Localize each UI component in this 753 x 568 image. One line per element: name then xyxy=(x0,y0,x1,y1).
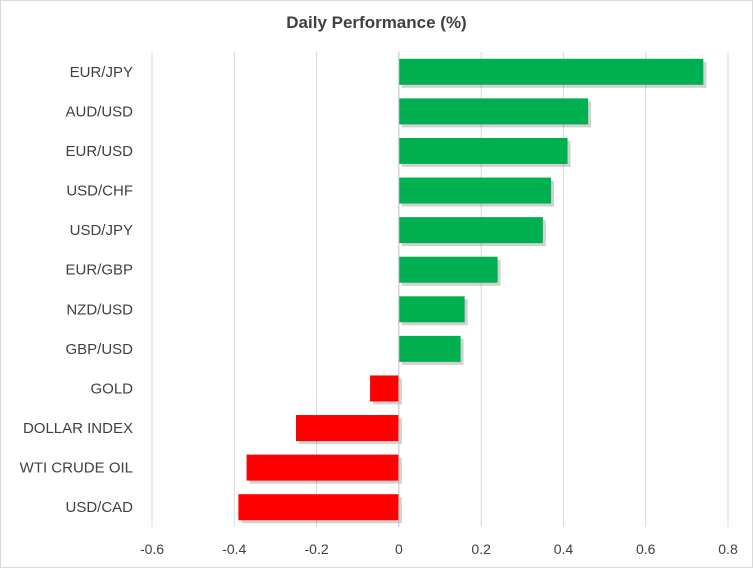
category-label: NZD/USD xyxy=(66,301,133,318)
category-label: USD/CHF xyxy=(66,183,133,200)
category-label: GOLD xyxy=(90,380,133,397)
x-tick-label: 0.6 xyxy=(636,541,656,557)
bar-nzd-usd xyxy=(398,296,465,323)
x-tick-label: 0.2 xyxy=(471,541,491,557)
category-label: USD/CAD xyxy=(65,499,133,516)
x-tick-label: -0.6 xyxy=(140,541,164,557)
bar-gold xyxy=(370,375,399,402)
bar-eur-jpy xyxy=(398,58,704,85)
x-tick-label: 0 xyxy=(395,541,403,557)
bar-usd-cad xyxy=(238,494,399,521)
x-tick-labels: -0.6 -0.4 -0.2 0 0.2 0.4 0.6 0.8 xyxy=(140,541,738,557)
bar-eur-gbp xyxy=(398,256,498,283)
bar-aud-usd xyxy=(398,98,589,125)
bar-dollar-index xyxy=(296,415,399,442)
x-tick-label: 0.4 xyxy=(554,541,574,557)
category-label: USD/JPY xyxy=(70,222,133,239)
bar-usd-chf xyxy=(398,177,552,204)
category-label: DOLLAR INDEX xyxy=(23,420,133,437)
x-tick-label: 0.8 xyxy=(718,541,738,557)
bar-eur-usd xyxy=(398,137,568,164)
bar-usd-jpy xyxy=(398,217,543,244)
category-label: GBP/USD xyxy=(65,341,133,358)
bar-wti-crude-oil xyxy=(246,454,399,481)
x-tick-label: -0.4 xyxy=(222,541,246,557)
category-label: EUR/JPY xyxy=(70,64,133,81)
category-labels: EUR/JPY AUD/USD EUR/USD USD/CHF USD/JPY EUR/G… xyxy=(20,64,134,516)
x-tick-label: -0.2 xyxy=(305,541,329,557)
chart-title: Daily Performance (%) xyxy=(286,13,467,32)
bars xyxy=(238,58,707,524)
category-label: AUD/USD xyxy=(65,103,133,120)
category-label: EUR/GBP xyxy=(65,262,133,279)
category-label: EUR/USD xyxy=(65,143,133,160)
category-label: WTI CRUDE OIL xyxy=(20,460,133,477)
gridlines xyxy=(151,52,729,527)
bar-gbp-usd xyxy=(398,335,461,362)
